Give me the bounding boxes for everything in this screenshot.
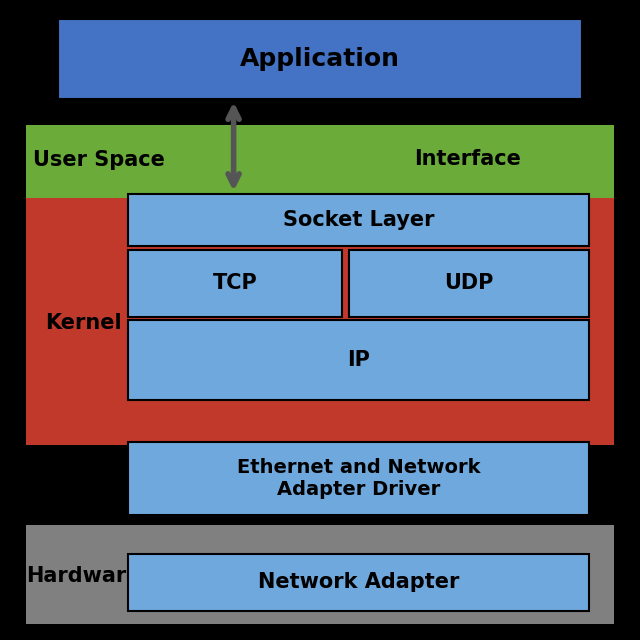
Bar	[128, 554, 589, 611]
Text: Application: Application	[240, 47, 400, 71]
Text: Network Adapter: Network Adapter	[258, 572, 459, 593]
Text: Interface: Interface	[414, 148, 520, 169]
Text: IP: IP	[347, 350, 370, 370]
Bar	[26, 525, 614, 624]
Bar	[58, 19, 582, 99]
Text: UDP: UDP	[444, 273, 493, 293]
Bar	[349, 250, 589, 317]
Bar	[26, 125, 614, 198]
Bar	[128, 250, 342, 317]
Text: Ethernet and Network
Adapter Driver: Ethernet and Network Adapter Driver	[237, 458, 480, 499]
Text: Kernel: Kernel	[45, 313, 122, 333]
Text: TCP: TCP	[213, 273, 257, 293]
Bar	[128, 442, 589, 515]
Bar	[128, 320, 589, 400]
Bar	[128, 194, 589, 246]
Bar	[26, 198, 614, 445]
Text: Hardware: Hardware	[26, 566, 140, 586]
Text: Socket Layer: Socket Layer	[283, 210, 434, 230]
Text: User Space: User Space	[33, 150, 165, 170]
